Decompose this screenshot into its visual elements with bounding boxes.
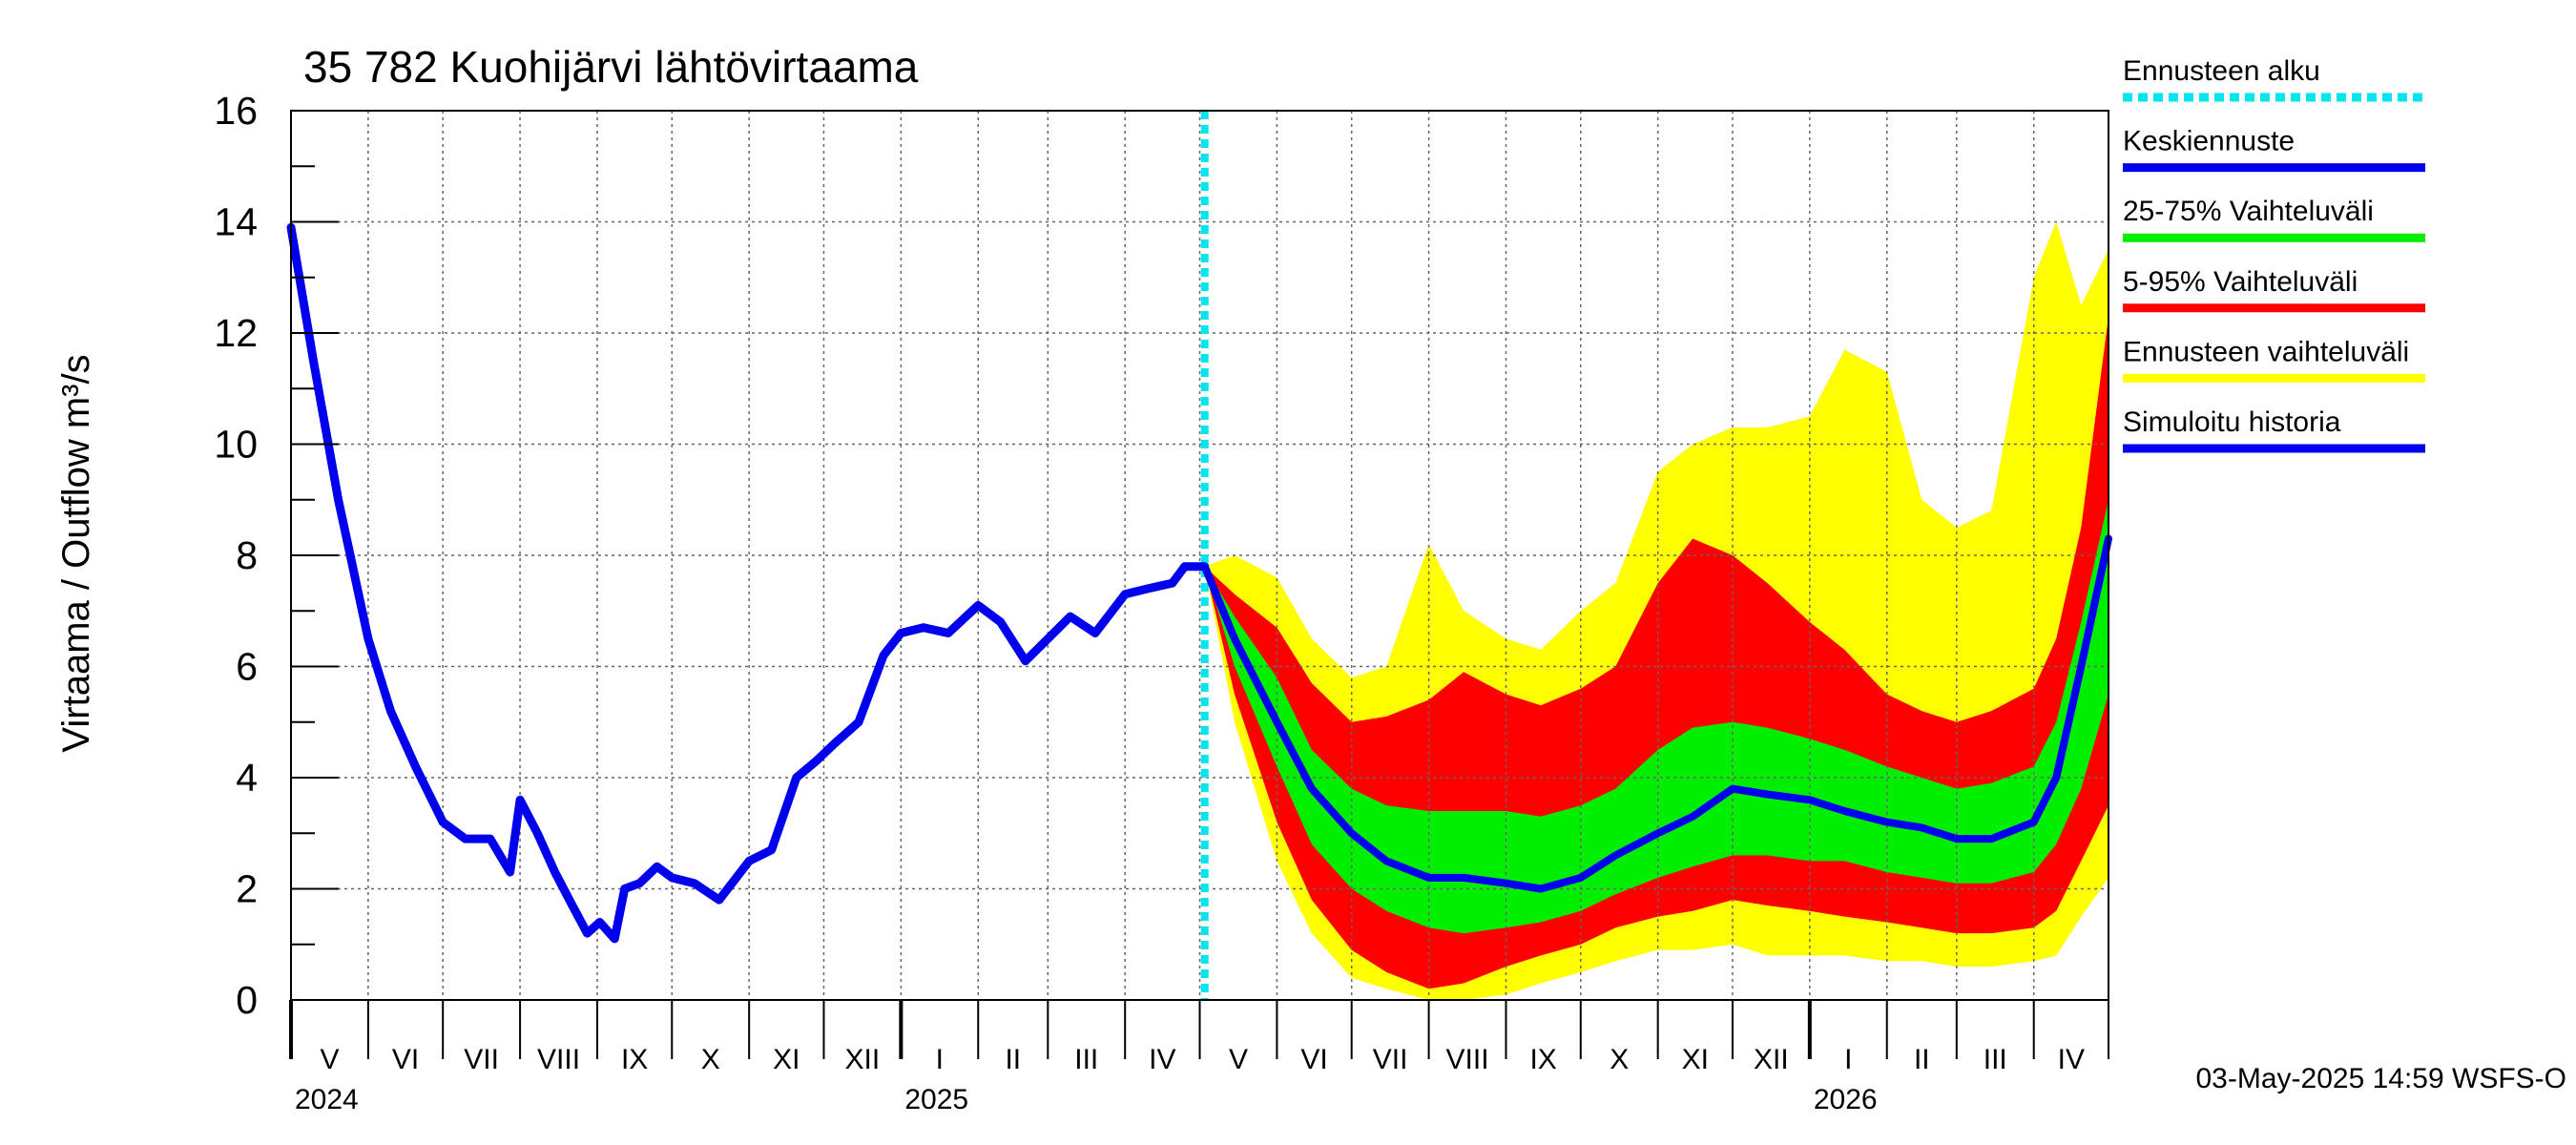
year-label: 2026 [1814, 1084, 1878, 1115]
month-label: IX [1529, 1044, 1556, 1075]
legend-label: 5-95% Vaihteluväli [2123, 266, 2358, 298]
legend-label: Ennusteen vaihteluväli [2123, 336, 2409, 367]
y-tick-label: 0 [236, 978, 258, 1022]
month-label: IX [621, 1044, 648, 1075]
month-label: II [1914, 1044, 1930, 1075]
chart-title: 35 782 Kuohijärvi lähtövirtaama [303, 42, 919, 92]
y-tick-label: 14 [214, 200, 258, 244]
median-forecast-line [1200, 534, 2112, 893]
x-axis: V VI VII VIII IX X XI XII I II III IV V VI VII VIII IX X X… [289, 1000, 2109, 1115]
month-label: VI [1300, 1044, 1327, 1075]
month-label: III [1984, 1044, 2007, 1075]
month-label: I [1844, 1044, 1852, 1075]
y-tick-label: 12 [214, 311, 258, 355]
month-label: III [1074, 1044, 1098, 1075]
month-label: VII [464, 1044, 499, 1075]
y-axis: 0 2 4 6 8 10 12 14 16 [214, 89, 339, 1022]
month-label: XI [1682, 1044, 1709, 1075]
y-axis-label: Virtaama / Outflow m³/s [55, 354, 97, 752]
timestamp-label: 03-May-2025 14:59 WSFS-O [2196, 1063, 2567, 1094]
history-line [286, 222, 1210, 944]
legend-label: Simuloitu historia [2123, 406, 2341, 438]
legend-label: Ennusteen alku [2123, 55, 2320, 87]
y-tick-label: 16 [214, 89, 258, 133]
month-label: VII [1373, 1044, 1408, 1075]
month-label: X [701, 1044, 720, 1075]
year-label: 2024 [295, 1084, 359, 1115]
month-label: XII [845, 1044, 881, 1075]
y-tick-label: 4 [236, 756, 258, 800]
month-label: I [936, 1044, 944, 1075]
month-label: V [1229, 1044, 1248, 1075]
legend-label: Keskiennuste [2123, 126, 2295, 157]
y-tick-label: 8 [236, 533, 258, 577]
legend: Ennusteen alku Keskiennuste 25-75% Vaihtel… [2123, 55, 2425, 453]
month-label: VI [392, 1044, 419, 1075]
month-label: IV [2058, 1044, 2085, 1075]
month-label: XII [1754, 1044, 1789, 1075]
month-label: XI [773, 1044, 800, 1075]
month-label: V [320, 1044, 339, 1075]
month-label: IV [1149, 1044, 1175, 1075]
year-label: 2025 [904, 1084, 968, 1115]
series-lines [286, 111, 2112, 1000]
month-label: II [1005, 1044, 1021, 1075]
y-tick-label: 6 [236, 645, 258, 689]
month-label: VIII [1446, 1044, 1489, 1075]
month-label: X [1610, 1044, 1629, 1075]
y-tick-label: 2 [236, 867, 258, 911]
y-tick-label: 10 [214, 423, 258, 467]
month-label: VIII [537, 1044, 580, 1075]
grid-lines [291, 111, 2109, 1000]
legend-label: 25-75% Vaihteluväli [2123, 196, 2374, 227]
